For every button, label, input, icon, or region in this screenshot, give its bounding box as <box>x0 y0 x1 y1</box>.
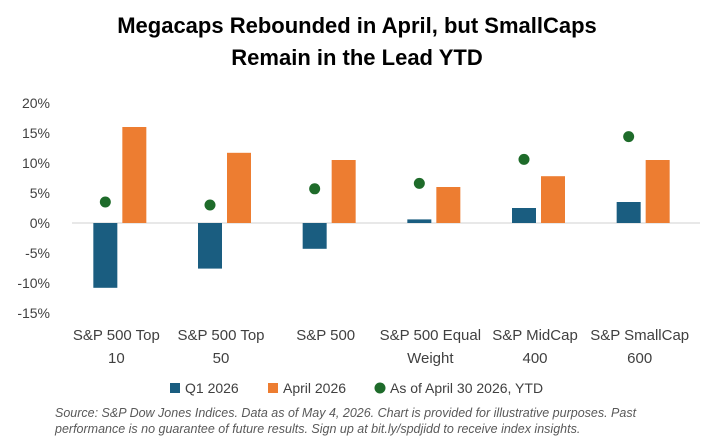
marker-ytd-4 <box>518 153 530 165</box>
legend-label: Q1 2026 <box>185 380 239 396</box>
bar-april-3 <box>436 187 461 223</box>
legend-swatch-1 <box>268 383 278 393</box>
source-note: Source: S&P Dow Jones Indices. Data as o… <box>55 406 637 436</box>
x-tick-label: S&P MidCap <box>492 327 578 344</box>
legend-label: April 2026 <box>283 380 346 396</box>
x-tick-label: 400 <box>522 350 547 367</box>
legend-swatch-0 <box>170 383 180 393</box>
x-tick-label: S&P 500 Top <box>73 327 160 344</box>
bar-q1-2 <box>302 223 327 249</box>
bar-april-5 <box>645 160 670 223</box>
chart-title: Megacaps Rebounded in April, but SmallCa… <box>0 10 714 74</box>
y-tick-label: -15% <box>17 305 50 321</box>
bar-q1-0 <box>93 223 118 288</box>
bar-april-0 <box>122 127 147 223</box>
x-tick-label: S&P 500 Top <box>177 327 264 344</box>
marker-ytd-1 <box>204 199 216 211</box>
x-tick-label: 10 <box>108 350 125 367</box>
x-tick-label: Weight <box>407 350 454 367</box>
y-tick-label: 10% <box>22 155 50 171</box>
legend-swatch-2 <box>374 382 386 394</box>
bar-april-4 <box>541 176 565 223</box>
x-tick-label: 600 <box>627 350 652 367</box>
bar-q1-4 <box>512 208 536 223</box>
x-tick-label: S&P 500 <box>296 327 355 344</box>
legend-label: As of April 30 2026, YTD <box>390 380 543 396</box>
marker-ytd-2 <box>309 183 321 195</box>
bar-april-2 <box>331 160 356 223</box>
chart-title-line-1: Megacaps Rebounded in April, but SmallCa… <box>117 13 597 38</box>
y-tick-label: 5% <box>30 185 50 201</box>
bar-q1-3 <box>407 219 432 223</box>
x-tick-label: 50 <box>213 350 230 367</box>
y-tick-label: 15% <box>22 125 50 141</box>
x-tick-label: S&P 500 Equal <box>380 327 481 344</box>
bar-q1-5 <box>616 202 641 223</box>
y-tick-label: 0% <box>30 215 50 231</box>
x-tick-label: S&P SmallCap <box>590 327 689 344</box>
y-tick-label: 20% <box>22 95 50 111</box>
marker-ytd-3 <box>413 177 425 189</box>
y-tick-label: -10% <box>17 275 50 291</box>
chart-title-line-2: Remain in the Lead YTD <box>231 45 483 70</box>
marker-ytd-5 <box>623 131 635 143</box>
bar-q1-1 <box>198 223 222 269</box>
bar-april-1 <box>227 152 251 223</box>
marker-ytd-0 <box>99 196 111 208</box>
y-tick-label: -5% <box>25 245 50 261</box>
